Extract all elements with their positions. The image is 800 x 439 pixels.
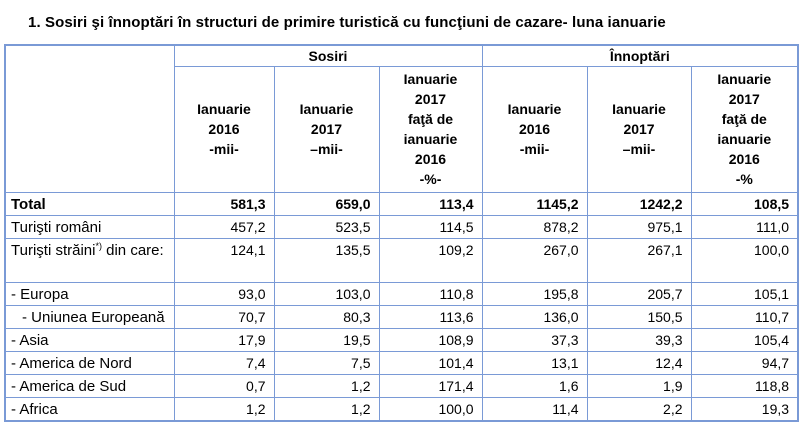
value-cell: 1,2 (273, 373, 380, 398)
tourism-statistics-table: Sosiri Înnoptări Ianuarie 2016 -mii- Ian… (4, 44, 800, 422)
col-header-innoptari-pct: Ianuarie 2017 faţă de ianuarie 2016 -% (690, 65, 799, 193)
table-row: - America de Sud 0,7 1,2 171,4 1,6 1,9 118,8 (4, 373, 799, 398)
table-row: - Europa 93,0 103,0 110,8 195,8 205,7 105,1 (4, 281, 799, 306)
value-cell: 581,3 (173, 191, 275, 216)
row-label: - Uniunea Europeană (4, 304, 175, 329)
value-cell: 267,1 (586, 237, 692, 283)
col-header-sosiri-pct: Ianuarie 2017 faţă de ianuarie 2016 -%- (378, 65, 483, 193)
value-cell: 1,2 (273, 396, 380, 421)
value-cell: 39,3 (586, 327, 692, 352)
col-header-innoptari-2017: Ianuarie 2017 –mii- (586, 65, 692, 193)
value-cell: 11,4 (481, 396, 588, 421)
table-row: - Uniunea Europeană 70,7 80,3 113,6 136,0 150… (4, 304, 799, 329)
column-header-row: Ianuarie 2016 -mii- Ianuarie 2017 –mii- … (5, 65, 799, 193)
page-title: 1. Sosiri şi înnoptări în structuri de p… (28, 14, 666, 31)
row-label: Turişti români (4, 214, 175, 239)
value-cell: 80,3 (273, 304, 380, 329)
value-cell: 100,0 (690, 237, 799, 283)
table-row: Turişti români 457,2 523,5 114,5 878,2 975,1 1… (4, 214, 799, 239)
value-cell: 7,4 (173, 350, 275, 375)
value-cell: 105,1 (690, 281, 799, 306)
value-cell: 1,2 (173, 396, 275, 421)
value-cell: 105,4 (690, 327, 799, 352)
value-cell: 0,7 (173, 373, 275, 398)
value-cell: 150,5 (586, 304, 692, 329)
table-header: Sosiri Înnoptări Ianuarie 2016 -mii- Ian… (4, 44, 799, 193)
value-cell: 70,7 (173, 304, 275, 329)
row-label: - Europa (4, 281, 175, 306)
row-label: - Africa (4, 396, 175, 421)
value-cell: 12,4 (586, 350, 692, 375)
value-cell: 457,2 (173, 214, 275, 239)
group-header-innoptari: Înnoptări (481, 44, 799, 67)
value-cell: 1145,2 (481, 191, 588, 216)
value-cell: 7,5 (273, 350, 380, 375)
value-cell: 110,7 (690, 304, 799, 329)
col-header-innoptari-2016: Ianuarie 2016 -mii- (481, 65, 588, 193)
value-cell: 135,5 (273, 237, 380, 283)
table-row: Total 581,3 659,0 113,4 1145,2 1242,2 108,5 (4, 191, 799, 216)
value-cell: 19,5 (273, 327, 380, 352)
value-cell: 1,6 (481, 373, 588, 398)
value-cell: 101,4 (378, 350, 483, 375)
value-cell: 114,5 (378, 214, 483, 239)
value-cell: 108,9 (378, 327, 483, 352)
value-cell: 37,3 (481, 327, 588, 352)
row-label: Turişti străini*) din care: (4, 237, 175, 283)
corner-cell (4, 44, 175, 193)
value-cell: 1,9 (586, 373, 692, 398)
value-cell: 205,7 (586, 281, 692, 306)
value-cell: 94,7 (690, 350, 799, 375)
col-header-sosiri-2017: Ianuarie 2017 –mii- (273, 65, 380, 193)
value-cell: 1242,2 (586, 191, 692, 216)
value-cell: 878,2 (481, 214, 588, 239)
value-cell: 136,0 (481, 304, 588, 329)
value-cell: 93,0 (173, 281, 275, 306)
value-cell: 113,4 (378, 191, 483, 216)
value-cell: 659,0 (273, 191, 380, 216)
table-row: - Asia 17,9 19,5 108,9 37,3 39,3 105,4 (4, 327, 799, 352)
row-label: Total (4, 191, 175, 216)
row-label: - America de Nord (4, 350, 175, 375)
table-body: Total 581,3 659,0 113,4 1145,2 1242,2 108,5 Tur… (4, 191, 799, 421)
table-row: - America de Nord 7,4 7,5 101,4 13,1 12,4 94,7 (4, 350, 799, 375)
value-cell: 171,4 (378, 373, 483, 398)
value-cell: 124,1 (173, 237, 275, 283)
group-header-sosiri: Sosiri (173, 44, 483, 67)
footnote-marker: *) (95, 240, 102, 251)
value-cell: 111,0 (690, 214, 799, 239)
table-row: - Africa 1,2 1,2 100,0 11,4 2,2 19,3 (4, 396, 799, 421)
value-cell: 975,1 (586, 214, 692, 239)
col-header-sosiri-2016: Ianuarie 2016 -mii- (173, 65, 275, 193)
value-cell: 13,1 (481, 350, 588, 375)
group-header-row: Sosiri Înnoptări (4, 44, 799, 193)
value-cell: 2,2 (586, 396, 692, 421)
value-cell: 108,5 (690, 191, 799, 216)
value-cell: 523,5 (273, 214, 380, 239)
value-cell: 113,6 (378, 304, 483, 329)
row-label: - Asia (4, 327, 175, 352)
value-cell: 267,0 (481, 237, 588, 283)
value-cell: 19,3 (690, 396, 799, 421)
value-cell: 103,0 (273, 281, 380, 306)
row-label: - America de Sud (4, 373, 175, 398)
value-cell: 100,0 (378, 396, 483, 421)
value-cell: 110,8 (378, 281, 483, 306)
value-cell: 109,2 (378, 237, 483, 283)
value-cell: 118,8 (690, 373, 799, 398)
value-cell: 17,9 (173, 327, 275, 352)
value-cell: 195,8 (481, 281, 588, 306)
table-row: Turişti străini*) din care: 124,1 135,5 109… (4, 237, 799, 283)
